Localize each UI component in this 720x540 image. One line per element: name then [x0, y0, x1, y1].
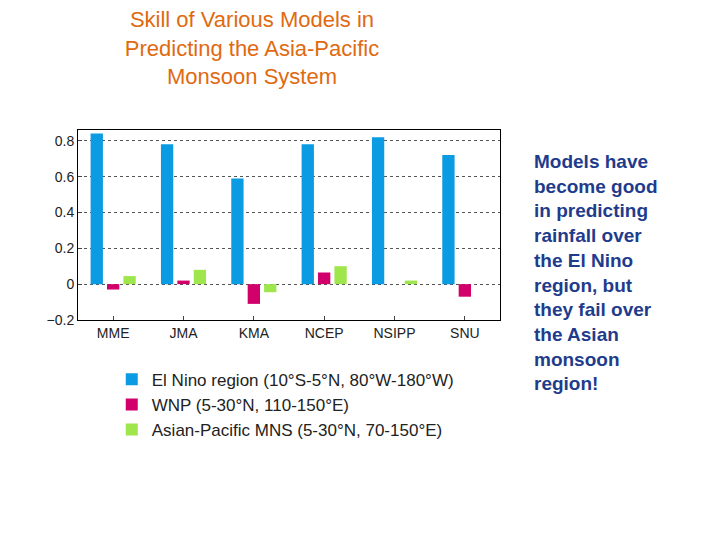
svg-text:SNU: SNU — [450, 325, 480, 341]
svg-text:El Nino region (10°S-5°N, 80°W: El Nino region (10°S-5°N, 80°W-180°W) — [152, 371, 454, 390]
svg-text:WNP (5-30°N, 110-150°E): WNP (5-30°N, 110-150°E) — [152, 396, 349, 415]
svg-text:0.4: 0.4 — [55, 204, 75, 220]
svg-text:0.6: 0.6 — [55, 169, 75, 185]
svg-text:NCEP: NCEP — [305, 325, 344, 341]
svg-text:0.2: 0.2 — [55, 240, 75, 256]
svg-text:MME: MME — [97, 325, 130, 341]
svg-text:JMA: JMA — [170, 325, 199, 341]
svg-text:Asian-Pacific MNS (5-30°N, 70-: Asian-Pacific MNS (5-30°N, 70-150°E) — [152, 421, 442, 440]
svg-text:KMA: KMA — [239, 325, 270, 341]
svg-text:NSIPP: NSIPP — [373, 325, 415, 341]
svg-text:Models havebecome goodin predi: Models havebecome goodin predictingrainf… — [534, 151, 658, 394]
svg-text:Skill of Various Models inPred: Skill of Various Models inPredicting the… — [125, 7, 379, 89]
svg-text:0.8: 0.8 — [55, 133, 75, 149]
svg-text:0: 0 — [66, 276, 74, 292]
svg-text:−0.2: −0.2 — [47, 312, 75, 328]
